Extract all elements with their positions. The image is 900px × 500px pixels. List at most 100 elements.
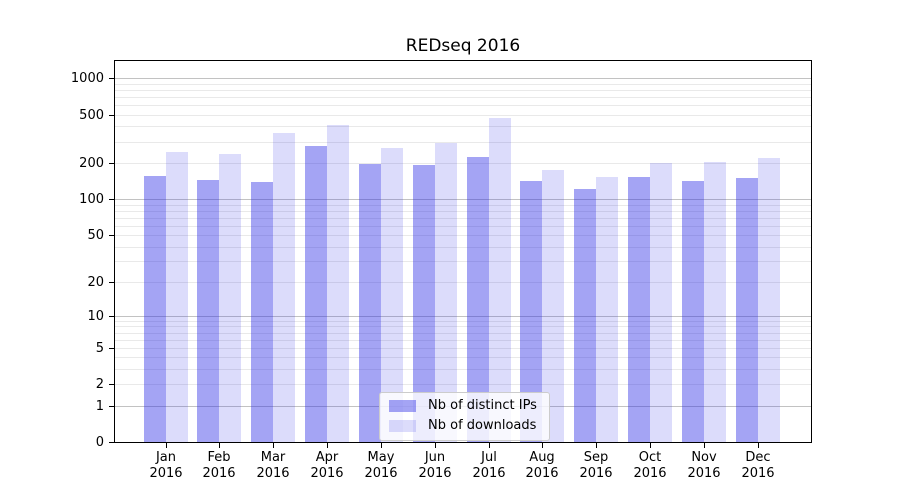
bar-distinct-ips-aug xyxy=(520,181,542,442)
bar-downloads-apr xyxy=(327,125,349,442)
x-tick-label-may: May 2016 xyxy=(364,450,398,481)
y-tick-label-1000: 1000 xyxy=(70,71,104,86)
bar-downloads-oct xyxy=(650,163,672,442)
bar-downloads-may xyxy=(381,148,403,442)
minor-gridline-20 xyxy=(115,282,811,283)
x-tick-label-jun: Jun 2016 xyxy=(418,450,452,481)
bar-distinct-ips-sep xyxy=(574,189,596,442)
x-tick-jul xyxy=(489,443,490,448)
bar-downloads-jun xyxy=(435,143,457,442)
legend-swatch-distinct-ips xyxy=(389,400,416,412)
x-tick-mar xyxy=(273,443,274,448)
x-tick-sep xyxy=(596,443,597,448)
major-gridline-100 xyxy=(115,199,811,200)
y-tick-100 xyxy=(109,199,114,200)
y-tick-label-10: 10 xyxy=(87,309,104,324)
legend-label-distinct-ips: Nb of distinct IPs xyxy=(428,398,537,413)
bar-distinct-ips-apr xyxy=(305,146,327,442)
legend-label-downloads: Nb of downloads xyxy=(428,418,537,433)
minor-gridline-700 xyxy=(115,97,811,98)
bar-distinct-ips-dec xyxy=(736,178,758,442)
x-tick-label-aug: Aug 2016 xyxy=(525,450,559,481)
bar-downloads-aug xyxy=(542,170,564,442)
minor-gridline-2 xyxy=(115,384,811,385)
bar-downloads-jan xyxy=(166,152,188,442)
minor-gridline-600 xyxy=(115,105,811,106)
x-tick-label-apr: Apr 2016 xyxy=(310,450,344,481)
y-tick-label-20: 20 xyxy=(87,275,104,290)
y-tick-label-50: 50 xyxy=(87,228,104,243)
x-tick-label-jul: Jul 2016 xyxy=(472,450,506,481)
major-gridline-10 xyxy=(115,316,811,317)
bar-distinct-ips-jul xyxy=(467,157,489,442)
minor-gridline-9 xyxy=(115,321,811,322)
y-tick-label-1: 1 xyxy=(95,399,104,414)
x-tick-apr xyxy=(327,443,328,448)
bar-downloads-jul xyxy=(489,118,511,442)
minor-gridline-7 xyxy=(115,333,811,334)
bar-distinct-ips-jan xyxy=(144,176,166,442)
x-tick-label-feb: Feb 2016 xyxy=(202,450,236,481)
x-tick-jan xyxy=(166,443,167,448)
minor-gridline-8 xyxy=(115,326,811,327)
y-tick-500 xyxy=(109,115,114,116)
plot-area xyxy=(114,60,812,443)
minor-gridline-5 xyxy=(115,348,811,349)
x-tick-may xyxy=(381,443,382,448)
minor-gridline-3 xyxy=(115,369,811,370)
major-gridline-1000 xyxy=(115,78,811,79)
y-tick-1 xyxy=(109,406,114,407)
minor-gridline-6 xyxy=(115,340,811,341)
y-tick-10 xyxy=(109,316,114,317)
bar-distinct-ips-nov xyxy=(682,181,704,442)
minor-gridline-4 xyxy=(115,357,811,358)
minor-gridline-800 xyxy=(115,90,811,91)
y-tick-label-100: 100 xyxy=(79,192,104,207)
minor-gridline-30 xyxy=(115,261,811,262)
y-tick-50 xyxy=(109,235,114,236)
x-tick-label-jan: Jan 2016 xyxy=(149,450,183,481)
minor-gridline-70 xyxy=(115,218,811,219)
bar-distinct-ips-mar xyxy=(251,182,273,442)
minor-gridline-400 xyxy=(115,126,811,127)
y-tick-2 xyxy=(109,384,114,385)
y-tick-label-500: 500 xyxy=(79,108,104,123)
x-tick-nov xyxy=(704,443,705,448)
legend: Nb of distinct IPs Nb of downloads xyxy=(379,392,550,441)
y-tick-1000 xyxy=(109,78,114,79)
bar-distinct-ips-may xyxy=(359,164,381,442)
x-tick-label-mar: Mar 2016 xyxy=(256,450,290,481)
y-tick-5 xyxy=(109,348,114,349)
bar-downloads-dec xyxy=(758,158,780,442)
y-tick-200 xyxy=(109,163,114,164)
x-tick-feb xyxy=(219,443,220,448)
x-tick-dec xyxy=(758,443,759,448)
x-tick-aug xyxy=(542,443,543,448)
chart-title: REDseq 2016 xyxy=(405,36,521,56)
bar-downloads-nov xyxy=(704,162,726,442)
x-tick-label-oct: Oct 2016 xyxy=(633,450,667,481)
bar-distinct-ips-jun xyxy=(413,165,435,442)
minor-gridline-90 xyxy=(115,205,811,206)
x-tick-label-sep: Sep 2016 xyxy=(579,450,613,481)
minor-gridline-50 xyxy=(115,235,811,236)
bar-distinct-ips-feb xyxy=(197,180,219,442)
y-tick-label-5: 5 xyxy=(95,341,104,356)
y-tick-label-2: 2 xyxy=(95,377,104,392)
minor-gridline-300 xyxy=(115,142,811,143)
y-tick-20 xyxy=(109,282,114,283)
bar-distinct-ips-oct xyxy=(628,177,650,442)
bar-downloads-mar xyxy=(273,133,295,442)
x-tick-jun xyxy=(435,443,436,448)
minor-gridline-200 xyxy=(115,163,811,164)
bar-downloads-feb xyxy=(219,154,241,442)
minor-gridline-80 xyxy=(115,211,811,212)
legend-item-distinct-ips: Nb of distinct IPs xyxy=(389,398,537,414)
x-tick-label-nov: Nov 2016 xyxy=(687,450,721,481)
y-tick-label-0: 0 xyxy=(95,435,104,450)
y-tick-0 xyxy=(109,442,114,443)
minor-gridline-60 xyxy=(115,226,811,227)
minor-gridline-900 xyxy=(115,84,811,85)
minor-gridline-40 xyxy=(115,247,811,248)
